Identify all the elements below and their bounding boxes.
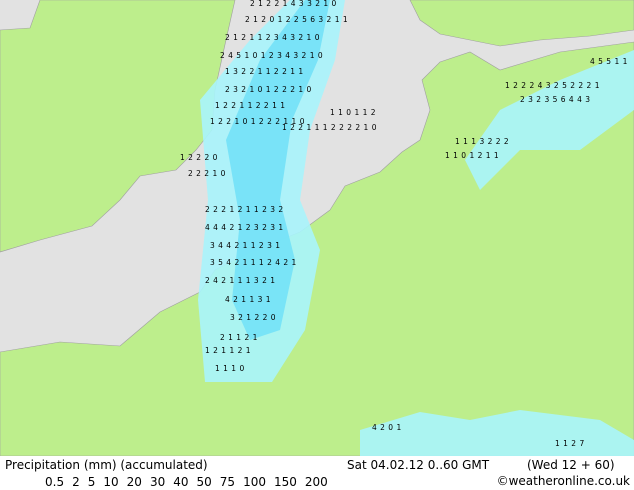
precip-value: 4 2 1 1 3 1 xyxy=(225,295,271,304)
precip-value: 1 1 0 1 2 1 1 xyxy=(445,151,499,160)
precip-value: 1 2 1 1 2 1 xyxy=(205,346,251,355)
precip-value: 4 2 0 1 xyxy=(372,423,402,432)
legend: 0.5 2 5 10 20 30 40 50 75 100 150 200 xyxy=(45,475,328,489)
credit: ©weatheronline.co.uk xyxy=(497,474,630,488)
map-labels: 2 1 2 2 1 4 3 3 2 1 0 2 1 2 0 1 2 2 5 6 3… xyxy=(180,0,628,448)
rain-east xyxy=(465,50,634,190)
legend-value: 40 xyxy=(173,475,188,489)
legend-value: 5 xyxy=(88,475,96,489)
precip-value: 1 1 0 1 1 2 xyxy=(330,108,376,117)
precip-value: 2 1 1 2 1 xyxy=(220,333,258,342)
legend-value: 0.5 xyxy=(45,475,64,489)
precip-value: 1 2 2 1 1 2 2 1 1 xyxy=(215,101,286,110)
footer-bar xyxy=(0,456,634,490)
precip-value: 1 3 2 2 1 1 2 2 1 1 xyxy=(225,67,304,76)
precip-value: 2 2 2 1 0 xyxy=(188,169,226,178)
precip-value: 3 5 4 2 1 1 1 2 4 2 1 xyxy=(210,258,297,267)
precip-value: 2 4 5 1 0 1 2 3 4 3 2 1 0 xyxy=(220,51,323,60)
precip-value: 3 2 1 2 2 0 xyxy=(230,313,276,322)
precip-value: 4 4 4 2 1 2 3 2 3 1 xyxy=(205,223,284,232)
precip-value: 4 5 5 1 1 xyxy=(590,57,628,66)
legend-value: 50 xyxy=(197,475,212,489)
precip-value: 2 1 2 1 1 2 3 4 3 2 1 0 xyxy=(225,33,320,42)
run-time: (Wed 12 + 60) xyxy=(527,458,615,472)
land-uk xyxy=(0,0,236,253)
precip-value: 2 4 2 1 1 1 3 2 1 xyxy=(205,276,276,285)
precip-value: 2 1 2 0 1 2 2 5 6 3 2 1 1 xyxy=(245,15,348,24)
valid-time: Sat 04.02.12 0..60 GMT xyxy=(347,458,490,472)
title: Precipitation (mm) (accumulated) xyxy=(5,458,208,472)
precip-value: 2 2 2 1 2 1 1 2 3 2 xyxy=(205,205,284,214)
precip-value: 1 1 2 7 xyxy=(555,439,585,448)
precip-value: 1 2 2 1 0 1 2 2 2 1 1 0 xyxy=(210,117,305,126)
precip-value: 2 3 2 1 0 1 2 2 2 1 0 xyxy=(225,85,312,94)
precip-value: 1 2 2 1 1 1 2 2 2 2 1 0 xyxy=(282,123,377,132)
rain-moderate xyxy=(226,0,330,340)
precip-value: 1 1 1 0 xyxy=(215,364,245,373)
legend-value: 75 xyxy=(220,475,235,489)
legend-value: 30 xyxy=(150,475,165,489)
legend-value: 10 xyxy=(103,475,118,489)
legend-value: 100 xyxy=(243,475,266,489)
rain-alps xyxy=(360,410,634,456)
land-north xyxy=(409,0,634,47)
precip-value: 3 4 4 2 1 1 2 3 1 xyxy=(210,241,281,250)
legend-value: 2 xyxy=(72,475,80,489)
legend-value: 20 xyxy=(127,475,142,489)
precip-value: 1 2 2 2 4 3 2 5 2 2 2 1 xyxy=(505,81,600,90)
precip-value: 2 3 2 3 5 6 4 4 3 xyxy=(520,95,591,104)
legend-value: 200 xyxy=(305,475,328,489)
precip-value: 2 1 2 2 1 4 3 3 2 1 0 xyxy=(250,0,337,8)
precip-value: 1 2 2 2 0 xyxy=(180,153,218,162)
legend-value: 150 xyxy=(274,475,297,489)
precip-value: 1 1 1 3 2 2 2 xyxy=(455,137,509,146)
